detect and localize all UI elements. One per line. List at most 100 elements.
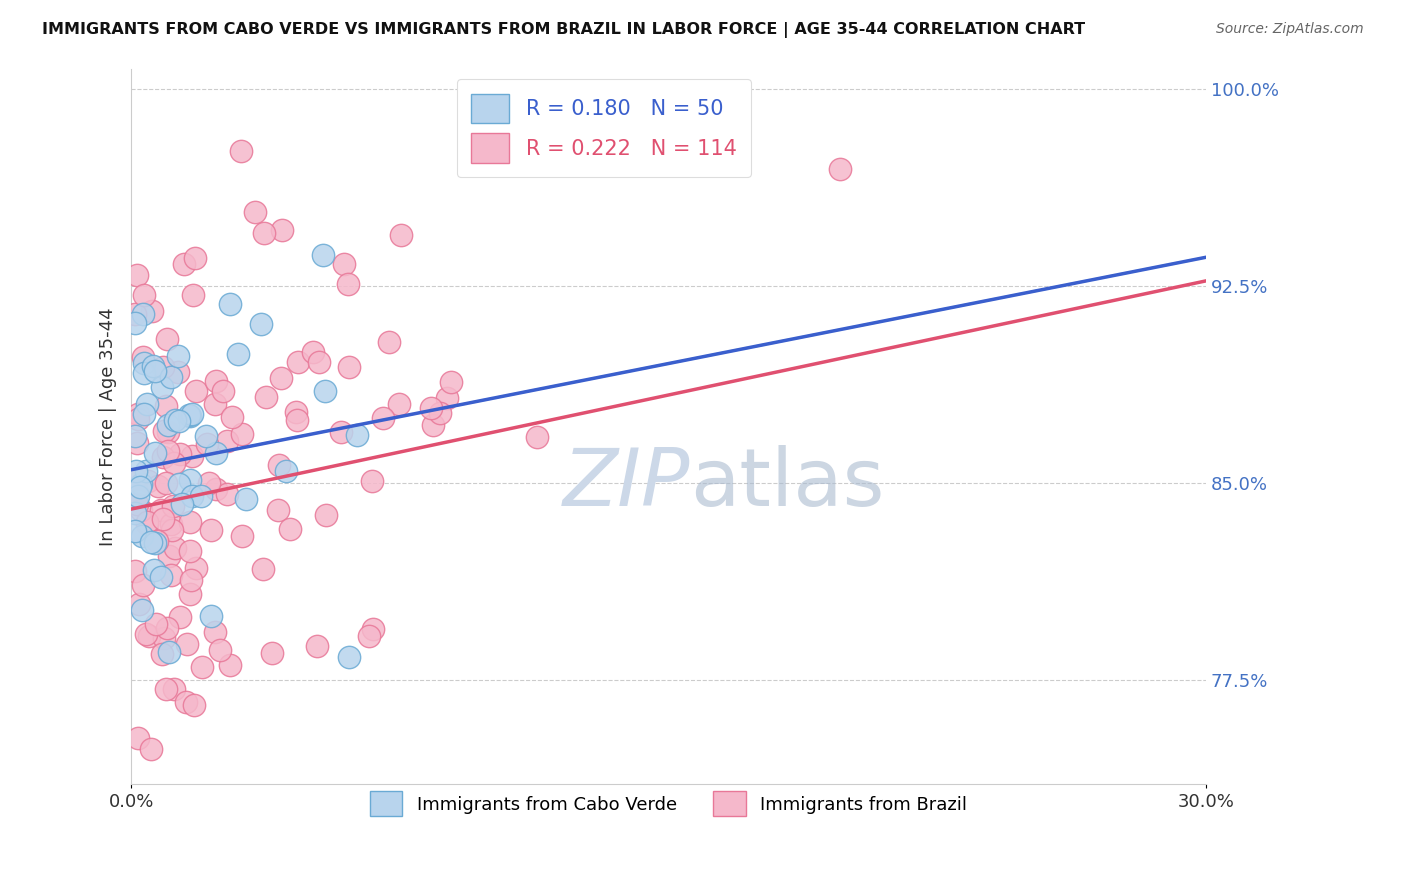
Point — [157, 549, 180, 563]
Point — [155, 399, 177, 413]
Point — [124, 316, 146, 330]
Point — [179, 544, 201, 558]
Point — [146, 533, 169, 548]
Point — [124, 564, 146, 578]
Point — [346, 428, 368, 442]
Point — [183, 698, 205, 712]
Legend: Immigrants from Cabo Verde, Immigrants from Brazil: Immigrants from Cabo Verde, Immigrants f… — [361, 782, 976, 825]
Point — [287, 355, 309, 369]
Point — [315, 508, 337, 522]
Point — [828, 161, 851, 176]
Point — [302, 345, 325, 359]
Point — [359, 628, 381, 642]
Point — [267, 503, 290, 517]
Text: IMMIGRANTS FROM CABO VERDE VS IMMIGRANTS FROM BRAZIL IN LABOR FORCE | AGE 35-44 : IMMIGRANTS FROM CABO VERDE VS IMMIGRANTS… — [42, 22, 1085, 38]
Point — [221, 410, 243, 425]
Point — [337, 650, 360, 665]
Point — [134, 366, 156, 380]
Point — [124, 524, 146, 538]
Point — [215, 434, 238, 449]
Point — [174, 695, 197, 709]
Point — [267, 458, 290, 472]
Point — [229, 145, 252, 159]
Point — [215, 487, 238, 501]
Point — [169, 609, 191, 624]
Point — [436, 391, 458, 405]
Y-axis label: In Labor Force | Age 35-44: In Labor Force | Age 35-44 — [100, 307, 117, 546]
Point — [179, 516, 201, 530]
Point — [180, 407, 202, 421]
Point — [155, 682, 177, 697]
Point — [308, 355, 330, 369]
Point — [176, 637, 198, 651]
Point — [361, 623, 384, 637]
Point — [156, 417, 179, 432]
Point — [333, 257, 356, 271]
Point — [142, 563, 165, 577]
Point — [252, 561, 274, 575]
Point — [128, 480, 150, 494]
Point — [172, 498, 194, 512]
Point — [180, 573, 202, 587]
Point — [135, 464, 157, 478]
Point — [152, 359, 174, 374]
Point — [231, 427, 253, 442]
Point — [157, 425, 180, 439]
Point — [129, 476, 152, 491]
Point — [135, 626, 157, 640]
Point — [131, 603, 153, 617]
Point — [149, 503, 172, 517]
Point — [143, 536, 166, 550]
Point — [138, 629, 160, 643]
Point — [194, 429, 217, 443]
Point — [260, 646, 283, 660]
Point — [205, 374, 228, 388]
Point — [124, 472, 146, 486]
Point — [388, 397, 411, 411]
Point — [166, 349, 188, 363]
Point — [235, 491, 257, 506]
Point — [181, 449, 204, 463]
Point — [337, 359, 360, 374]
Point — [132, 287, 155, 301]
Point — [200, 609, 222, 624]
Point — [146, 479, 169, 493]
Point — [128, 597, 150, 611]
Point — [124, 506, 146, 520]
Point — [285, 413, 308, 427]
Point — [270, 371, 292, 385]
Point — [314, 384, 336, 398]
Point — [136, 474, 159, 488]
Point — [155, 475, 177, 490]
Point — [167, 476, 190, 491]
Point — [127, 435, 149, 450]
Point — [127, 731, 149, 745]
Point — [169, 447, 191, 461]
Point — [162, 499, 184, 513]
Point — [132, 350, 155, 364]
Point — [131, 529, 153, 543]
Point — [307, 639, 329, 653]
Point — [183, 251, 205, 265]
Point — [526, 430, 548, 444]
Point — [373, 411, 395, 425]
Point — [152, 425, 174, 439]
Point — [391, 227, 413, 242]
Point — [160, 568, 183, 582]
Point — [163, 456, 186, 470]
Point — [153, 631, 176, 645]
Point — [179, 587, 201, 601]
Point — [208, 643, 231, 657]
Point — [127, 412, 149, 426]
Point — [274, 464, 297, 478]
Point — [184, 384, 207, 398]
Point — [378, 335, 401, 350]
Point — [173, 257, 195, 271]
Point — [150, 647, 173, 661]
Point — [181, 287, 204, 301]
Point — [329, 425, 352, 440]
Point — [127, 407, 149, 421]
Point — [219, 658, 242, 673]
Point — [191, 659, 214, 673]
Point — [134, 356, 156, 370]
